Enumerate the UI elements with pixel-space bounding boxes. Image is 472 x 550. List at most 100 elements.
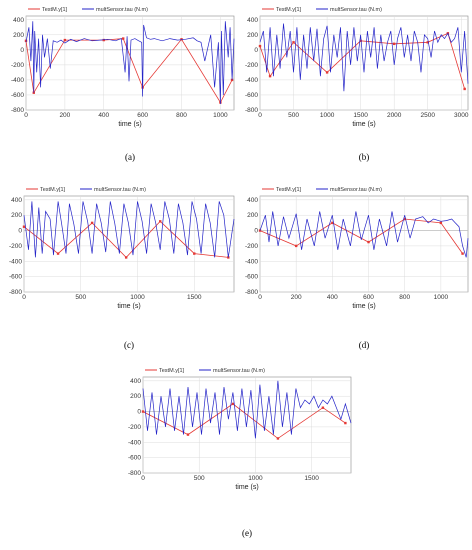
x-tick-label: 3000 bbox=[454, 112, 469, 119]
x-tick-label: 600 bbox=[137, 112, 148, 119]
x-tick-label: 1500 bbox=[304, 475, 319, 482]
x-axis-label: time (s) bbox=[352, 121, 375, 128]
x-tick-label: 800 bbox=[399, 294, 410, 301]
x-tick-label: 1500 bbox=[187, 294, 202, 301]
data-point-red bbox=[392, 42, 396, 46]
y-tick-label: 400 bbox=[247, 17, 258, 24]
legend-label: multSensor.tau (N.m) bbox=[330, 187, 382, 193]
y-tick-label: -800 bbox=[245, 289, 258, 296]
data-point-red bbox=[121, 37, 125, 40]
y-tick-label: -400 bbox=[245, 258, 258, 265]
series-line-blue bbox=[25, 21, 235, 105]
y-tick-label: -800 bbox=[245, 107, 258, 114]
data-point-red bbox=[159, 220, 162, 223]
y-tick-label: 200 bbox=[247, 32, 258, 39]
data-point-red bbox=[344, 421, 347, 425]
data-point-red bbox=[231, 402, 235, 406]
panel-caption: (c) bbox=[124, 340, 134, 350]
legend-label: multSensor.tau (N.m) bbox=[330, 7, 382, 13]
y-tick-label: -400 bbox=[11, 77, 24, 84]
data-point-red bbox=[141, 410, 145, 413]
y-tick-label: -600 bbox=[128, 455, 141, 462]
data-point-red bbox=[63, 38, 67, 42]
x-axis-label: time (s) bbox=[235, 484, 258, 491]
y-tick-label: 0 bbox=[18, 228, 22, 235]
x-tick-label: 1000 bbox=[213, 112, 228, 119]
y-tick-label: -400 bbox=[245, 77, 258, 84]
y-tick-label: -400 bbox=[9, 258, 22, 265]
series-line-blue bbox=[142, 380, 352, 439]
data-point-red bbox=[426, 41, 429, 44]
x-axis-label: time (s) bbox=[117, 303, 140, 310]
x-tick-label: 200 bbox=[291, 294, 302, 301]
data-point-red bbox=[124, 256, 128, 259]
y-tick-label: -200 bbox=[9, 243, 22, 250]
y-tick-label: 200 bbox=[130, 393, 141, 400]
series-line-red bbox=[142, 403, 346, 439]
x-axis-label: time (s) bbox=[352, 303, 375, 310]
y-tick-label: 0 bbox=[137, 409, 141, 416]
data-point-red bbox=[294, 244, 298, 248]
x-tick-label: 1000 bbox=[130, 294, 145, 301]
y-tick-label: -200 bbox=[11, 62, 24, 69]
x-tick-label: 2000 bbox=[387, 112, 402, 119]
data-point-red bbox=[268, 74, 272, 78]
data-point-red bbox=[193, 252, 196, 255]
series-line-blue bbox=[23, 201, 235, 258]
y-tick-label: -200 bbox=[245, 243, 258, 250]
data-point-red bbox=[276, 437, 280, 440]
x-tick-label: 0 bbox=[141, 475, 145, 482]
x-tick-label: 600 bbox=[363, 294, 374, 301]
data-point-red bbox=[180, 38, 183, 41]
data-point-red bbox=[461, 252, 464, 255]
y-tick-label: 400 bbox=[130, 378, 141, 385]
x-tick-label: 0 bbox=[22, 294, 26, 301]
x-tick-label: 0 bbox=[258, 112, 262, 119]
panel-caption: (b) bbox=[359, 152, 370, 162]
legend-label: TestM.y[1] bbox=[276, 7, 302, 13]
series-line-blue bbox=[259, 211, 469, 258]
x-tick-label: 1000 bbox=[320, 112, 335, 119]
x-tick-label: 0 bbox=[24, 112, 28, 119]
data-point-red bbox=[102, 38, 105, 42]
y-tick-label: -600 bbox=[245, 274, 258, 281]
plot-area bbox=[142, 376, 352, 474]
y-tick-label: -400 bbox=[128, 439, 141, 446]
data-point-red bbox=[56, 252, 60, 255]
plot-area bbox=[259, 195, 469, 293]
data-point-red bbox=[463, 87, 466, 91]
y-tick-label: 0 bbox=[254, 228, 258, 235]
y-tick-label: -600 bbox=[9, 274, 22, 281]
x-tick-label: 1000 bbox=[248, 475, 263, 482]
data-point-red bbox=[90, 221, 94, 225]
data-point-red bbox=[230, 78, 234, 82]
legend-label: multSensor.tau (N.m) bbox=[94, 187, 146, 193]
data-point-red bbox=[331, 221, 334, 225]
y-tick-label: -800 bbox=[11, 107, 24, 114]
y-tick-label: 400 bbox=[11, 197, 22, 204]
legend-label: TestM.y[1] bbox=[159, 368, 185, 374]
data-point-red bbox=[359, 39, 362, 43]
y-tick-label: -800 bbox=[128, 470, 141, 477]
x-tick-label: 500 bbox=[194, 475, 205, 482]
y-tick-label: -600 bbox=[245, 92, 258, 99]
y-tick-label: -200 bbox=[128, 424, 141, 431]
data-point-red bbox=[292, 41, 295, 44]
x-tick-label: 400 bbox=[98, 112, 109, 119]
data-point-red bbox=[325, 71, 329, 74]
data-point-red bbox=[258, 44, 262, 48]
x-tick-label: 1000 bbox=[434, 294, 449, 301]
data-point-red bbox=[367, 240, 370, 244]
legend-label: TestM.y[1] bbox=[276, 187, 302, 193]
legend-label: TestM.y[1] bbox=[40, 187, 66, 193]
x-tick-label: 2500 bbox=[421, 112, 436, 119]
plot-area bbox=[259, 15, 469, 111]
x-tick-label: 1500 bbox=[353, 112, 368, 119]
legend-label: multSensor.tau (N.m) bbox=[213, 368, 265, 374]
y-tick-label: 200 bbox=[11, 212, 22, 219]
x-axis-label: time (s) bbox=[118, 121, 141, 128]
